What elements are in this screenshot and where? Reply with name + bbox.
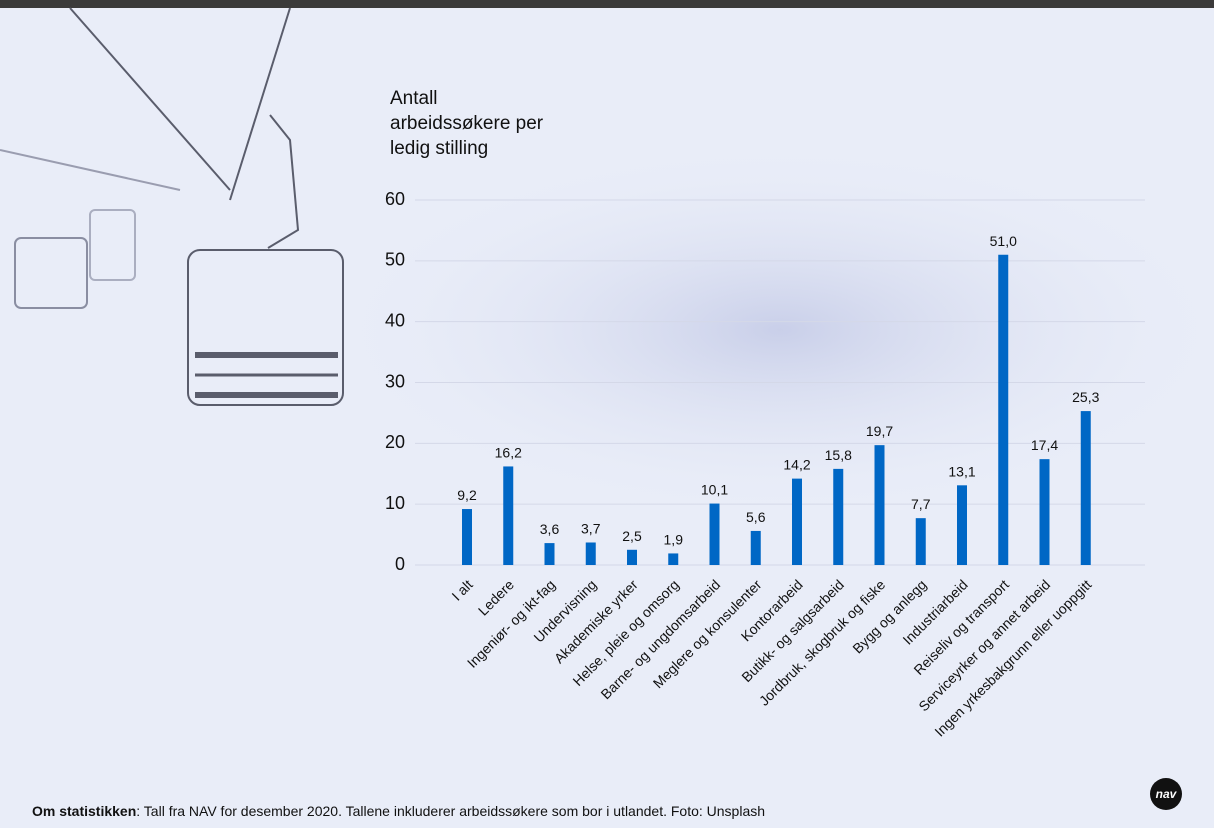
bar <box>998 254 1009 565</box>
bar <box>750 530 761 565</box>
footer-label: Om statistikken <box>32 803 137 819</box>
value-label: 16,2 <box>495 444 522 460</box>
y-tick-label: 10 <box>385 493 405 513</box>
value-label: 9,2 <box>457 487 477 503</box>
value-label: 14,2 <box>783 457 810 473</box>
chart-title: Antall arbeidssøkere per ledig stilling <box>390 88 544 159</box>
value-label: 2,5 <box>622 528 642 544</box>
value-label: 51,0 <box>990 233 1017 249</box>
y-tick-label: 30 <box>385 371 405 391</box>
value-label: 5,6 <box>746 509 766 525</box>
y-tick-label: 60 <box>385 189 405 209</box>
bar <box>668 553 679 565</box>
value-label: 1,9 <box>664 531 684 547</box>
bar <box>957 485 967 565</box>
y-tick-label: 20 <box>385 432 405 452</box>
bar <box>462 509 472 565</box>
bar <box>709 503 720 565</box>
value-label: 10,1 <box>701 482 728 498</box>
bar <box>792 478 802 565</box>
y-tick-label: 50 <box>385 250 405 270</box>
value-label: 17,4 <box>1031 437 1058 453</box>
bar <box>544 543 555 565</box>
y-tick-label: 40 <box>385 310 405 330</box>
footer-text: : Tall fra NAV for desember 2020. Tallen… <box>136 803 766 819</box>
value-label: 15,8 <box>825 447 852 463</box>
bar <box>874 445 885 565</box>
value-label: 7,7 <box>911 496 931 512</box>
value-label: 3,7 <box>581 520 601 536</box>
bar <box>1080 411 1091 565</box>
bar <box>503 466 514 565</box>
x-tick-label: I alt <box>448 576 475 603</box>
bar <box>627 549 637 565</box>
logo: nav <box>1150 778 1182 810</box>
bar <box>1039 459 1050 565</box>
x-tick-label: Bygg og anlegg <box>849 576 929 656</box>
bar <box>915 518 926 565</box>
value-label: 13,1 <box>948 463 975 479</box>
bar <box>833 468 844 565</box>
value-label: 19,7 <box>866 423 893 439</box>
value-label: 3,6 <box>540 521 560 537</box>
footer: Om statistikken: Tall fra NAV for desemb… <box>32 803 765 819</box>
value-label: 25,3 <box>1072 389 1099 405</box>
y-tick-label: 0 <box>395 554 405 574</box>
bar <box>585 542 596 565</box>
